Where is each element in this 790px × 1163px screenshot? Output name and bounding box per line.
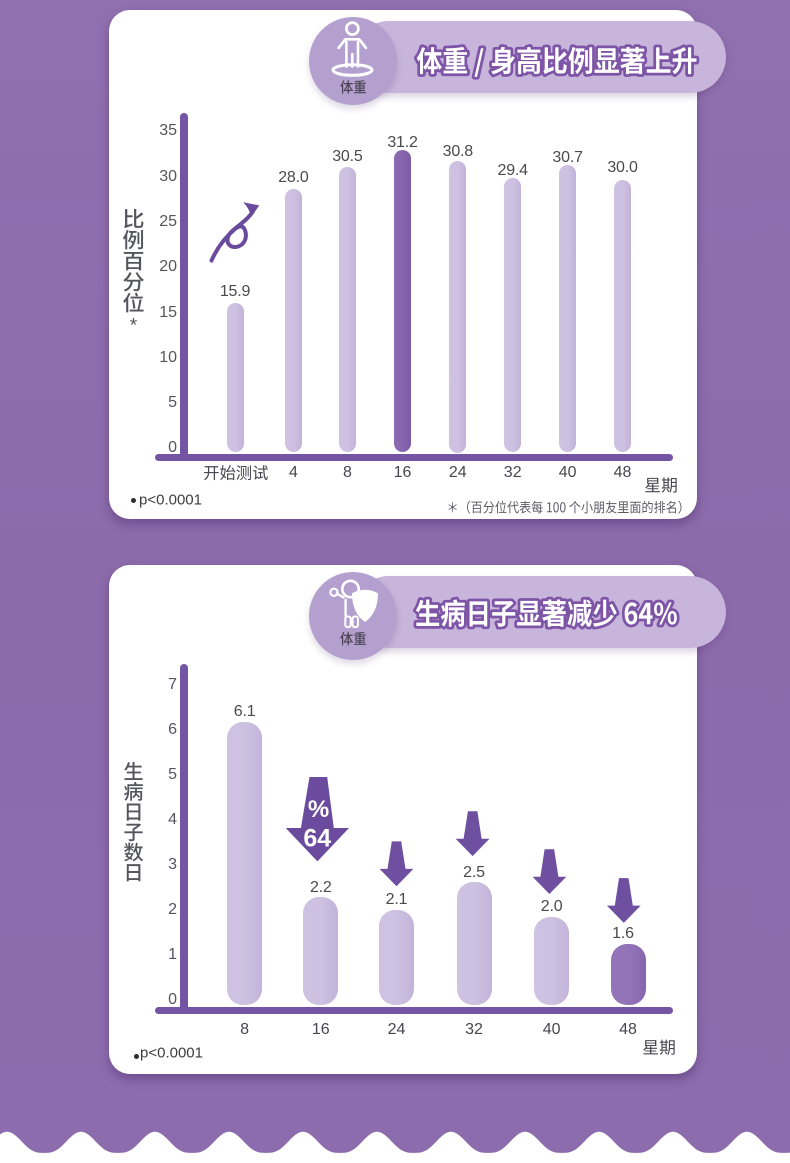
svg-text:%: % — [308, 796, 329, 823]
svg-text:*: * — [130, 316, 138, 337]
svg-text:64: 64 — [303, 824, 331, 852]
